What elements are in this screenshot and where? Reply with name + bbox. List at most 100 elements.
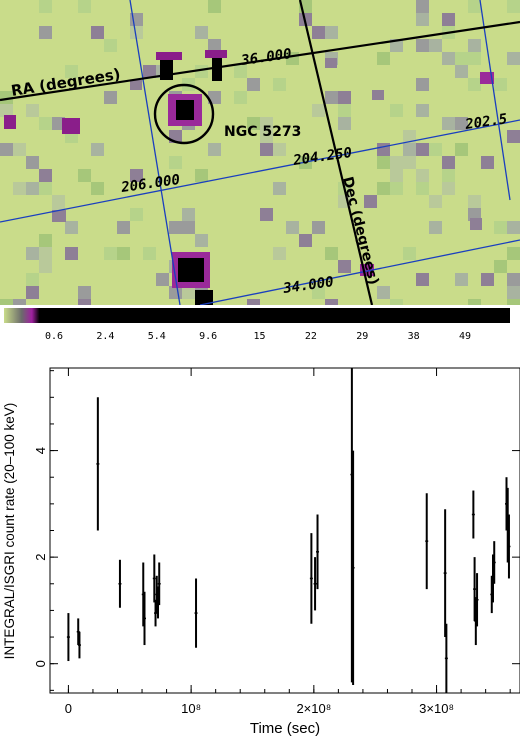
sky-pixel [143,65,156,78]
sky-pixel [377,182,390,195]
sky-pixel [416,143,429,156]
ra-axis-line [0,20,520,102]
sky-hotspot [4,115,16,129]
grid-line [129,0,181,305]
sky-pixel [312,104,325,117]
y-tick-label: 0 [33,660,48,667]
sky-pixel [468,195,481,208]
sky-pixel [247,299,260,305]
colorbar-tick-label: 5.4 [148,331,166,342]
colorbar-tick-label: 38 [408,331,420,342]
sky-pixel [13,143,26,156]
sky-pixel [260,208,273,221]
sky-hotspot [176,100,194,120]
grid-line [199,239,520,305]
sky-image: RA (degrees) 36.000 NGC 5273 202.5 204.2… [0,0,520,305]
sky-pixel [390,299,403,305]
source-circle [153,83,215,145]
sky-pixel [117,221,130,234]
sky-pixel [104,91,117,104]
sky-hotspot [62,118,80,134]
sky-pixel [468,0,481,13]
colorbar-tick-label: 15 [253,331,265,342]
sky-pixel [208,39,221,52]
sky-hotspot [205,50,227,58]
sky-pixel [325,247,338,260]
sky-pixel [0,299,13,305]
sky-pixel [377,143,390,156]
dec-axis-line [298,0,374,305]
colorbar-tick-label: 49 [459,331,471,342]
sky-pixel [78,299,91,305]
sky-pixel [429,143,442,156]
sky-pixel [338,117,351,130]
sky-pixel [325,299,338,305]
sky-pixel [260,143,273,156]
sky-hotspot [372,90,384,100]
sky-pixel [455,65,468,78]
sky-pixel [416,182,429,195]
sky-pixel [65,247,78,260]
sky-pixel [208,143,221,156]
sky-pixel [91,182,104,195]
sky-pixel [78,169,91,182]
sky-pixel [0,91,13,104]
sky-pixel [481,156,494,169]
colorbar-tick-label: 29 [356,331,368,342]
sky-pixel [494,260,507,273]
sky-pixel [455,273,468,286]
sky-pixel [507,221,520,234]
sky-pixel [403,130,416,143]
sky-pixel [52,117,65,130]
sky-pixel [403,143,416,156]
colorbar-tick-label: 9.6 [199,331,217,342]
source-label: NGC 5273 [224,124,301,140]
sky-pixel [390,156,403,169]
sky-pixel [104,39,117,52]
sky-pixel [91,143,104,156]
dec-34-label: 34.000 [281,274,334,297]
sky-pixel [273,143,286,156]
sky-hotspot [156,52,182,60]
sky-pixel [390,104,403,117]
sky-pixel [507,0,520,13]
sky-pixel [455,52,468,65]
sky-pixel [260,117,273,130]
sky-pixel [416,104,429,117]
sky-pixel [403,156,416,169]
y-tick-label: 2 [33,554,48,561]
sky-pixel [442,182,455,195]
sky-pixel [117,247,130,260]
colorbar-tick-label: 2.4 [96,331,114,342]
sky-pixel [247,117,260,130]
sky-pixel [429,195,442,208]
sky-pixel [494,78,507,91]
sky-pixel [182,221,195,234]
sky-pixel [507,299,520,305]
sky-pixel [208,0,221,13]
sky-hotspot [178,258,204,282]
sky-pixel [338,260,351,273]
sky-pixel [39,260,52,273]
y-tick-label: 4 [33,447,48,454]
sky-pixel [377,156,390,169]
sky-pixel [65,65,78,78]
sky-pixel [273,182,286,195]
sky-pixel [143,247,156,260]
axis-lines [0,0,520,305]
sky-hotspot [52,210,66,222]
sky-pixel [273,247,286,260]
sky-pixel [390,182,403,195]
sky-pixel [39,247,52,260]
sky-hotspot [480,72,494,84]
sky-pixel [65,221,78,234]
sky-pixel [39,234,52,247]
sky-pixel [130,169,143,182]
sky-pixel [273,78,286,91]
sky-pixel [26,156,39,169]
sky-pixel [234,65,247,78]
sky-pixel [247,78,260,91]
sky-pixel [416,39,429,52]
sky-pixel [455,117,468,130]
sky-pixel [0,143,13,156]
